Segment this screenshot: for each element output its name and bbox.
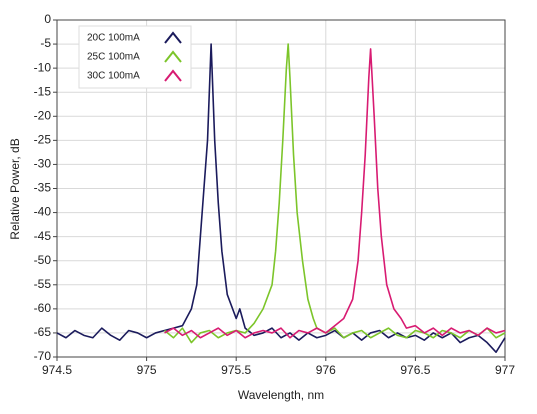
- y-tick-label: -30: [34, 157, 52, 171]
- y-tick-label: -70: [34, 349, 52, 363]
- legend-swatch: [164, 50, 182, 63]
- plot-frame: [56, 19, 506, 358]
- x-tick-label: 974.5: [42, 363, 72, 377]
- legend-label: 25C 100mA: [87, 52, 140, 63]
- legend-swatch: [164, 31, 182, 44]
- legend-box: [78, 25, 192, 89]
- x-tick-label: 975.5: [221, 363, 251, 377]
- x-axis-label: Wavelength, nm: [238, 388, 324, 402]
- y-tick-label: -10: [34, 60, 52, 74]
- y-tick-label: -65: [34, 325, 52, 339]
- legend-label: 20C 100mA: [87, 33, 140, 44]
- series-line: [164, 48, 506, 339]
- y-tick-label: -25: [34, 133, 52, 147]
- y-tick-label: 0: [44, 12, 51, 26]
- series-line: [56, 43, 506, 353]
- legend-label: 30C 100mA: [87, 71, 140, 82]
- legend-swatch: [164, 69, 182, 82]
- y-axis-label: Relative Power, dB: [8, 138, 22, 239]
- x-tick-label: 976: [316, 363, 336, 377]
- y-tick-label: -55: [34, 277, 52, 291]
- y-tick-label: -45: [34, 229, 52, 243]
- x-tick-label: 976.5: [400, 363, 430, 377]
- y-tick-label: -35: [34, 181, 52, 195]
- y-tick-label: -40: [34, 205, 52, 219]
- y-tick-label: -20: [34, 108, 52, 122]
- x-tick-label: 977: [495, 363, 515, 377]
- y-tick-label: -15: [34, 84, 52, 98]
- y-tick-label: -60: [34, 301, 52, 315]
- series-line: [164, 43, 506, 344]
- x-tick-label: 975: [137, 363, 157, 377]
- y-tick-label: -50: [34, 253, 52, 267]
- y-tick-label: -5: [40, 36, 51, 50]
